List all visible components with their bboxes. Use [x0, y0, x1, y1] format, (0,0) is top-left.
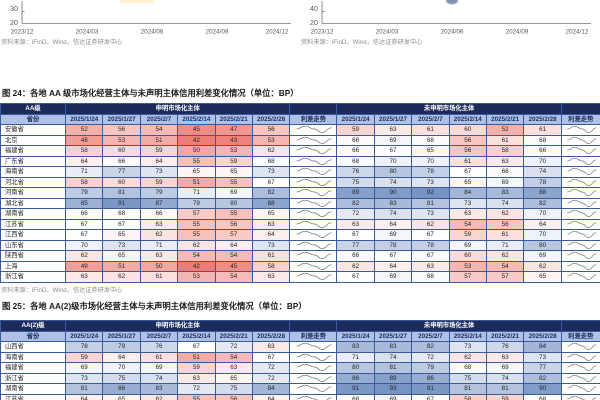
svg-text:2023/12: 2023/12: [311, 29, 334, 36]
svg-text:30: 30: [10, 4, 18, 13]
svg-text:40: 40: [310, 4, 318, 13]
svg-text:20: 20: [310, 18, 318, 27]
svg-text:2024/12: 2024/12: [566, 29, 589, 36]
svg-text:2024/09: 2024/09: [206, 29, 229, 36]
svg-text:2024/03: 2024/03: [76, 29, 99, 36]
svg-text:2024/03: 2024/03: [376, 29, 399, 36]
svg-text:资料来源：iFinD，Wind，信达证券研发中心: 资料来源：iFinD，Wind，信达证券研发中心: [301, 38, 422, 46]
svg-text:2024/06: 2024/06: [441, 29, 464, 36]
svg-text:2024/06: 2024/06: [141, 29, 164, 36]
svg-text:20: 20: [10, 18, 18, 27]
svg-text:2024/09: 2024/09: [506, 29, 529, 36]
svg-text:资料来源：iFinD，Wind，信达证券研发中心: 资料来源：iFinD，Wind，信达证券研发中心: [1, 38, 122, 46]
svg-text:2023/12: 2023/12: [11, 29, 34, 36]
svg-text:2024/12: 2024/12: [266, 29, 289, 36]
